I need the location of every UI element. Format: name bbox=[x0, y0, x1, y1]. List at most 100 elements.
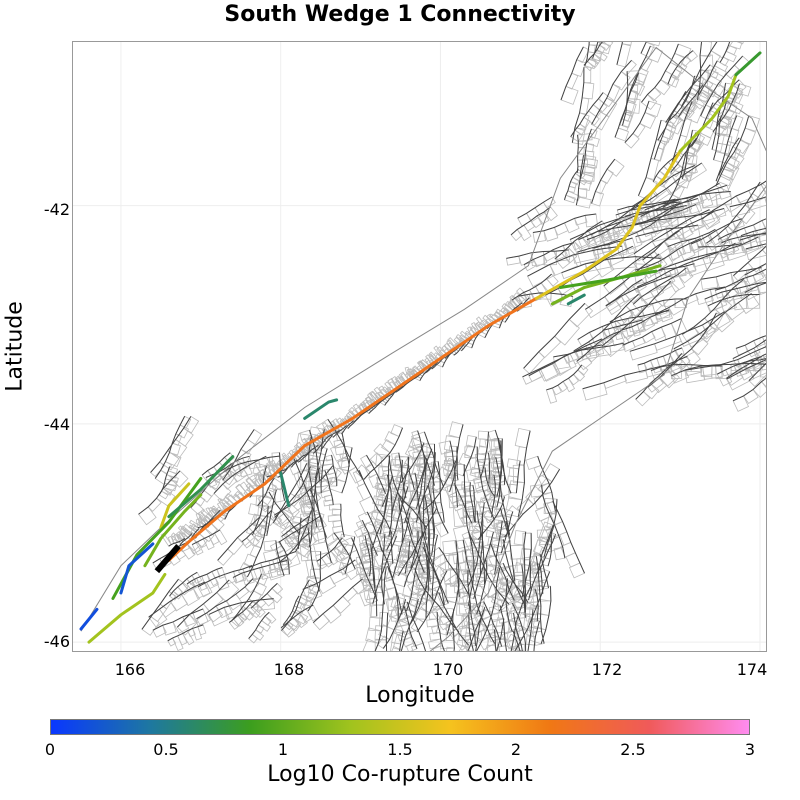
fault-trace bbox=[432, 452, 449, 534]
fault-trace bbox=[735, 335, 766, 349]
fault-trace bbox=[629, 311, 725, 352]
fault-patch bbox=[699, 54, 714, 71]
fault-trace bbox=[499, 605, 508, 651]
colorbar-tick-label: 3 bbox=[744, 740, 756, 759]
fault-trace bbox=[420, 446, 435, 486]
fault-patch bbox=[563, 217, 580, 234]
fault-trace bbox=[715, 115, 738, 182]
fault-patch bbox=[446, 646, 455, 651]
fault-trace bbox=[307, 551, 322, 612]
fault-trace bbox=[744, 282, 766, 293]
fault-trace bbox=[381, 475, 393, 507]
fault-trace bbox=[552, 501, 585, 574]
connected-fault-trace bbox=[279, 471, 291, 508]
fault-trace bbox=[496, 618, 505, 651]
fault-trace bbox=[476, 510, 486, 585]
fault-patch bbox=[715, 272, 735, 290]
fault-trace bbox=[690, 218, 743, 245]
fault-patch bbox=[625, 293, 649, 317]
fault-trace bbox=[726, 359, 766, 380]
fault-patch bbox=[645, 42, 661, 47]
fault-trace bbox=[579, 128, 592, 181]
fault-trace bbox=[404, 518, 425, 574]
fault-trace bbox=[176, 579, 230, 628]
fault-trace bbox=[541, 484, 566, 559]
fault-trace bbox=[478, 612, 496, 644]
fault-trace bbox=[502, 563, 529, 603]
fault-trace bbox=[624, 100, 650, 143]
fault-patch bbox=[568, 562, 586, 579]
fault-trace bbox=[527, 609, 534, 651]
fault-trace bbox=[534, 588, 539, 622]
fault-trace bbox=[275, 540, 285, 577]
fault-trace bbox=[431, 500, 435, 556]
fault-patch bbox=[379, 612, 389, 627]
fault-patch bbox=[645, 45, 663, 63]
fault-trace bbox=[197, 565, 253, 588]
fault-patch bbox=[565, 552, 581, 568]
fault-trace bbox=[545, 245, 633, 296]
fault-trace bbox=[312, 578, 363, 623]
fault-trace bbox=[309, 430, 321, 481]
fault-trace bbox=[658, 236, 759, 271]
fault-trace bbox=[715, 115, 750, 187]
colorbar-tick-label: 2 bbox=[510, 740, 522, 759]
fault-patch bbox=[534, 201, 550, 217]
fault-trace bbox=[316, 537, 343, 562]
source-fault-layer bbox=[154, 544, 181, 574]
connected-fault-trace bbox=[303, 398, 339, 420]
fault-trace bbox=[698, 243, 742, 248]
fault-trace bbox=[324, 430, 340, 441]
fault-trace bbox=[248, 551, 297, 568]
fault-trace bbox=[381, 533, 386, 605]
fault-trace bbox=[491, 474, 496, 518]
fault-trace bbox=[320, 448, 328, 494]
fault-trace bbox=[642, 211, 714, 261]
connected-fault-trace bbox=[167, 455, 235, 519]
fault-patch bbox=[390, 642, 402, 651]
fault-patch bbox=[567, 373, 580, 386]
fault-trace bbox=[282, 595, 300, 625]
y-tick-label: -42 bbox=[43, 200, 70, 219]
fault-trace bbox=[523, 242, 574, 266]
fault-patch bbox=[606, 158, 625, 177]
chart-title: South Wedge 1 Connectivity bbox=[224, 2, 576, 27]
y-tick-label: -46 bbox=[43, 632, 70, 651]
fault-trace bbox=[438, 547, 469, 595]
fault-patch bbox=[614, 127, 630, 142]
fault-patch bbox=[756, 281, 766, 294]
fault-trace bbox=[583, 42, 603, 66]
fault-trace bbox=[422, 458, 428, 540]
fault-patch bbox=[629, 343, 658, 361]
fault-trace bbox=[591, 158, 616, 204]
fault-trace bbox=[274, 466, 311, 518]
fault-patch bbox=[649, 357, 662, 374]
fault-patch bbox=[477, 430, 489, 440]
fault-trace bbox=[667, 50, 694, 85]
fault-patch bbox=[673, 340, 695, 361]
fault-trace bbox=[570, 92, 604, 138]
fault-trace bbox=[601, 281, 672, 347]
fault-patch bbox=[138, 506, 157, 526]
fault-trace bbox=[368, 400, 383, 414]
fault-trace bbox=[169, 571, 198, 597]
x-axis-label: Longitude bbox=[365, 683, 475, 708]
map-panel bbox=[72, 41, 767, 652]
fault-patch bbox=[322, 604, 342, 624]
fault-trace bbox=[517, 196, 553, 219]
fault-trace bbox=[423, 542, 428, 596]
fault-trace bbox=[585, 253, 660, 310]
fault-patch bbox=[507, 475, 519, 486]
fault-trace bbox=[740, 227, 766, 237]
fault-patch bbox=[764, 196, 766, 204]
connected-fault-trace bbox=[550, 264, 662, 306]
fault-trace bbox=[268, 491, 301, 535]
x-tick-label: 174 bbox=[736, 660, 768, 679]
map-canvas bbox=[73, 42, 766, 651]
fault-trace bbox=[554, 220, 603, 260]
fault-trace bbox=[718, 137, 740, 176]
fault-patch bbox=[390, 424, 404, 438]
fault-trace bbox=[536, 534, 557, 574]
fault-trace bbox=[248, 611, 270, 639]
x-tick-label: 166 bbox=[114, 660, 146, 679]
